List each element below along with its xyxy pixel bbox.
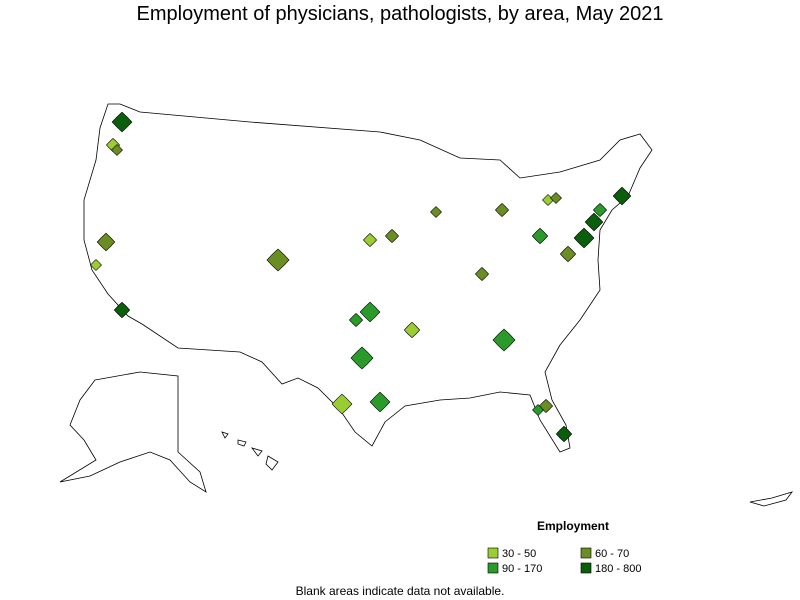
metro-area xyxy=(348,312,364,328)
metro-area xyxy=(612,186,632,206)
legend-title: Employment xyxy=(537,519,609,533)
metro-area xyxy=(592,202,608,218)
highlighted-areas xyxy=(90,111,632,443)
map-title: Employment of physicians, pathologists, … xyxy=(137,3,664,25)
metro-area xyxy=(430,206,442,218)
metro-area xyxy=(403,321,421,339)
metro-area xyxy=(474,266,490,282)
legend-swatch xyxy=(487,562,499,574)
alaska xyxy=(59,371,207,493)
legend-swatch xyxy=(487,547,499,559)
metro-area xyxy=(113,301,131,319)
metro-area xyxy=(350,346,374,370)
metro-area xyxy=(362,232,378,248)
footnote: Blank areas indicate data not available. xyxy=(296,584,505,598)
metro-area xyxy=(555,425,573,443)
metro-area xyxy=(550,192,562,204)
map xyxy=(59,103,794,507)
metro-area xyxy=(531,227,549,245)
metro-area xyxy=(359,301,381,323)
contiguous-us xyxy=(83,103,653,453)
legend-label: 30 - 50 xyxy=(502,548,536,560)
hawaii xyxy=(221,431,279,471)
legend-label: 90 - 170 xyxy=(502,563,542,575)
metro-area xyxy=(492,328,516,352)
metro-area xyxy=(90,259,102,271)
legend-swatch xyxy=(580,547,592,559)
legend: 30 - 50 60 - 70 90 - 170 180 - 800 xyxy=(487,547,641,575)
metro-area xyxy=(559,245,577,263)
metro-area xyxy=(584,212,604,232)
metro-area xyxy=(369,391,391,413)
metro-area xyxy=(111,111,133,133)
metro-area xyxy=(573,227,595,249)
metro-area xyxy=(331,393,353,415)
metro-area xyxy=(96,232,116,252)
metro-area xyxy=(111,144,123,156)
metro-area xyxy=(384,228,400,244)
metro-area xyxy=(494,202,510,218)
legend-swatch xyxy=(580,562,592,574)
metro-area xyxy=(532,404,544,416)
legend-label: 180 - 800 xyxy=(595,563,641,575)
legend-label: 60 - 70 xyxy=(595,548,629,560)
metro-area xyxy=(266,248,290,272)
metro-area xyxy=(542,194,554,206)
puerto-rico xyxy=(749,491,794,507)
